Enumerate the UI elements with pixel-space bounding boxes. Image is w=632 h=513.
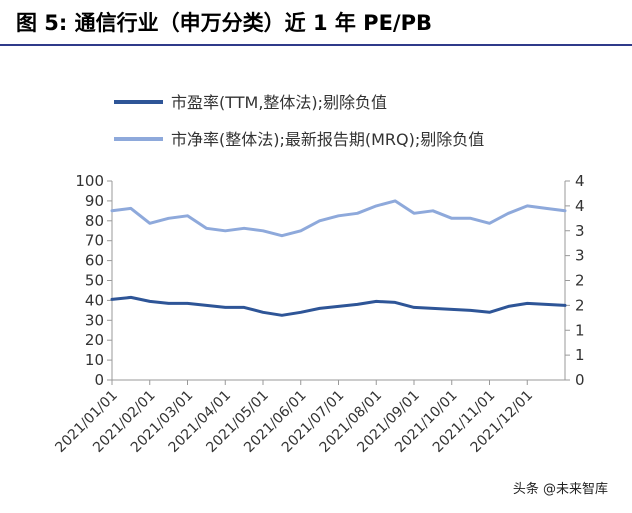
series-2-point [318,220,321,222]
series-1-point [507,305,510,308]
y-right-tick-label: 3 [575,247,585,265]
y-right-tick-label: 1 [575,321,585,339]
series-1-point [337,305,340,308]
y-left-tick-label: 20 [85,331,104,349]
series-2-point [507,212,510,215]
series-2-point [167,217,170,220]
series-1-point [224,306,227,309]
series-1-point [148,300,151,303]
y-right-tick-label: 4 [575,197,585,215]
series-2-point [299,229,302,232]
series-1-point [318,307,321,310]
series-2-point [148,222,151,225]
series-1-point [545,303,547,306]
series-2-point [262,229,264,232]
series-2-point [564,210,566,212]
series-2-point [469,217,472,220]
series-1-point [167,302,170,305]
series-1-point [394,301,396,304]
series-1-point [375,300,378,303]
series-1-point [281,314,283,317]
series-2-point [394,200,396,202]
series-2-point [281,234,283,237]
series-2-point [375,205,378,207]
y-left-tick-label: 100 [75,172,104,190]
y-right-tick-label: 1 [575,346,585,364]
y-left-tick-label: 50 [85,272,104,290]
series-1-point [469,309,472,312]
y-right-tick-label: 2 [575,296,585,314]
legend-label-1: 市盈率(TTM,整体法);剔除负值 [171,93,387,112]
series-1-point [111,298,113,301]
series-2-point [111,210,113,212]
y-left-tick-label: 70 [85,232,104,250]
series-1-point [130,296,132,299]
y-left-tick-label: 60 [85,252,104,270]
y-right-tick-label: 0 [575,371,585,389]
series-1-point [262,311,264,314]
series-2-point [186,215,189,217]
series-1-point [526,302,529,305]
y-right-tick-label: 3 [575,222,585,240]
series-1-point [243,306,245,309]
series-2-point [337,215,340,217]
chart-series [110,199,567,317]
y-left-tick-label: 80 [85,212,104,230]
y-left-tick-label: 40 [85,291,104,309]
series-2-point [356,212,359,215]
series-2-point [224,229,227,232]
legend-label-2: 市净率(整体法);最新报告期(MRQ);剔除负值 [171,130,484,149]
series-1-point [186,302,189,305]
series-2-point [488,222,491,225]
figure-title: 图 5: 通信行业（申万分类）近 1 年 PE/PB [0,0,632,46]
y-left-tick-label: 30 [85,311,104,329]
series-2-point [130,207,132,210]
y-left-tick-label: 0 [94,371,104,389]
series-1-point [205,304,208,307]
series-2-point [432,210,434,212]
watermark: 头条 @未来智库 [512,482,608,497]
series-line-2 [110,199,567,238]
x-tick-labels: 2021/01/012021/02/012021/03/012021/04/01… [52,380,536,456]
legend: 市盈率(TTM,整体法);剔除负值市净率(整体法);最新报告期(MRQ);剔除负… [114,93,484,149]
series-2-point [205,227,208,230]
series-2-point [243,227,245,230]
series-2-point [526,205,529,207]
series-2-point [413,212,415,215]
y-left-tick-label: 90 [85,192,104,210]
y-left-tick-label: 10 [85,351,104,369]
series-2-point [545,207,547,210]
series-1-point [450,308,453,311]
series-1-point [299,311,302,314]
series-1-point [564,304,566,307]
series-1-point [356,303,359,306]
series-1-point [432,307,434,310]
series-1-point [413,306,415,309]
y-right-tick-label: 2 [575,272,585,290]
series-1-point [488,311,491,314]
y-right-tick-label: 4 [575,172,585,190]
series-2-point [450,217,453,220]
